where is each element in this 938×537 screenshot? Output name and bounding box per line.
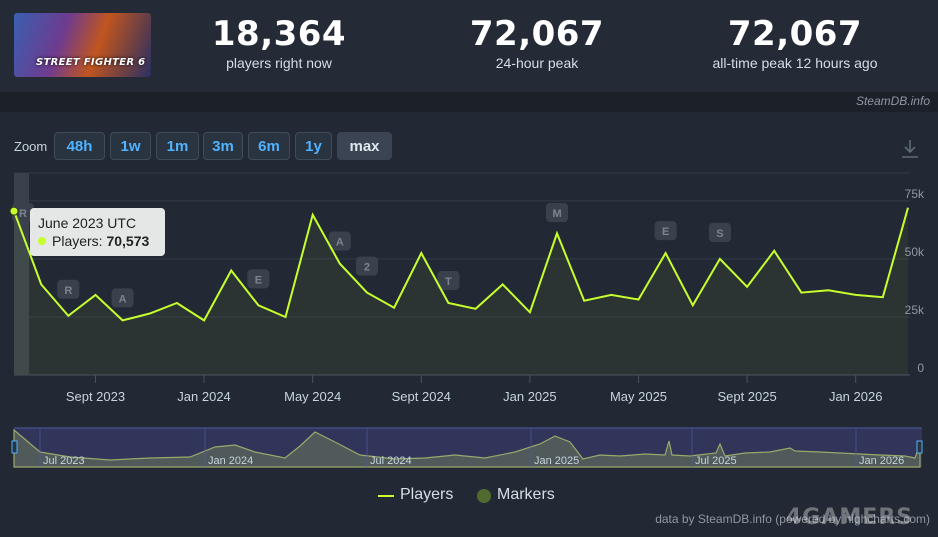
y-tick-label: 50k [905, 245, 925, 259]
navigator-label: Jan 2025 [534, 455, 579, 467]
navigator-label: Jul 2023 [43, 455, 85, 467]
x-tick-label: May 2024 [284, 389, 341, 404]
legend-markers[interactable]: Markers [497, 486, 555, 503]
event-marker [654, 221, 677, 241]
event-marker [12, 203, 34, 222]
y-tick-label: 75k [905, 187, 925, 201]
zoom-48h-button[interactable]: 48h [54, 132, 105, 160]
zoom-label: Zoom [14, 139, 48, 154]
event-marker [708, 222, 731, 242]
event-marker-label: R [64, 285, 72, 297]
tooltip-row: Players: 70,573 [38, 233, 149, 249]
y-tick-label: 0 [917, 361, 924, 375]
zoom-3m-button[interactable]: 3m [203, 132, 243, 160]
event-marker-label: E [255, 274, 262, 286]
event-marker [355, 256, 378, 276]
steamdb-credit[interactable]: SteamDB.info [855, 94, 930, 108]
chart-tooltip: June 2023 UTC Players: 70,573 [30, 208, 165, 256]
event-marker [247, 269, 270, 289]
navigator-label: Jan 2026 [859, 455, 904, 467]
event-marker-label: A [336, 237, 344, 249]
event-marker [111, 288, 134, 308]
event-marker-label: 2 [364, 262, 370, 274]
game-capsule-image[interactable]: STREET FIGHTER 6 [14, 13, 151, 77]
legend-players[interactable]: Players [400, 486, 454, 503]
x-tick-label: May 2025 [610, 389, 667, 404]
navigator-series [13, 428, 921, 468]
x-tick-label: Sept 2023 [66, 389, 125, 404]
event-marker [546, 203, 569, 222]
navigator-label: Jul 2025 [695, 455, 737, 467]
zoom-6m-button[interactable]: 6m [248, 132, 290, 160]
players-points [9, 206, 19, 216]
y-axis-ticks: 0 25k 50k 75k [905, 187, 925, 375]
chart-gridlines [14, 172, 910, 376]
stat-value: 18,364 [211, 14, 347, 54]
stat-24h-peak: 72,067 24-hour peak [462, 14, 612, 72]
x-tick-label: Sept 2024 [392, 389, 451, 404]
zoom-1w-button[interactable]: 1w [110, 132, 151, 160]
event-marker-label: M [552, 208, 561, 220]
event-markers: R R A E A 2 T M E S [12, 203, 731, 308]
x-tick-label: Sept 2025 [717, 389, 776, 404]
x-tick-label: Jan 2024 [177, 389, 231, 404]
players-line [13, 207, 909, 322]
x-axis-ticks: Sept 2023 Jan 2024 May 2024 Sept 2024 Jan 20… [66, 375, 883, 404]
tooltip-title: June 2023 UTC [38, 215, 137, 231]
navigator-label: Jan 2024 [208, 455, 253, 467]
zoom-1y-button[interactable]: 1y [295, 132, 332, 160]
tooltip-value: 70,573 [106, 233, 150, 249]
event-marker-label: R [19, 208, 27, 220]
game-logo: STREET FIGHTER 6 [36, 57, 146, 68]
navigator-selection [14, 428, 922, 467]
event-marker-label: S [716, 228, 723, 240]
event-marker [328, 231, 351, 251]
players-area [14, 207, 908, 375]
stat-label: players right now [226, 55, 332, 71]
stat-value: 72,067 [727, 14, 863, 54]
x-tick-label: Jan 2026 [829, 389, 883, 404]
download-icon[interactable] [900, 138, 920, 160]
event-marker [437, 271, 460, 291]
x-tick-label: Jan 2025 [503, 389, 557, 404]
data-point [9, 206, 19, 216]
y-tick-label: 25k [905, 303, 925, 317]
navigator-label: Jul 2024 [370, 455, 412, 467]
stat-label: all-time peak 12 hours ago [712, 55, 878, 71]
event-marker-label: T [445, 276, 452, 288]
navigator-handle-left [11, 440, 18, 454]
range-navigator[interactable]: Jul 2023 Jan 2024 Jul 2024 Jan 2025 Jul 2025… [11, 427, 923, 468]
stat-label: 24-hour peak [495, 55, 579, 71]
event-marker [57, 279, 80, 299]
stats-header: STREET FIGHTER 6 18,364 players right no… [0, 0, 938, 92]
event-marker-label: E [662, 226, 669, 238]
event-marker-label: A [119, 293, 127, 305]
zoom-max-button[interactable]: max [337, 132, 392, 160]
stat-players-now: 18,364 players right now [209, 14, 349, 72]
series-dot-icon [38, 237, 46, 245]
navigator-handle-right [916, 440, 923, 454]
stat-value: 72,067 [469, 14, 605, 54]
tooltip-series-label: Players: [52, 233, 103, 249]
stat-all-time-peak: 72,067 all-time peak 12 hours ago [700, 14, 890, 72]
watermark: 4GAMERS [786, 505, 914, 530]
footer-credit[interactable]: data by SteamDB.info (powered by highcha… [655, 512, 930, 526]
zoom-1m-button[interactable]: 1m [156, 132, 199, 160]
